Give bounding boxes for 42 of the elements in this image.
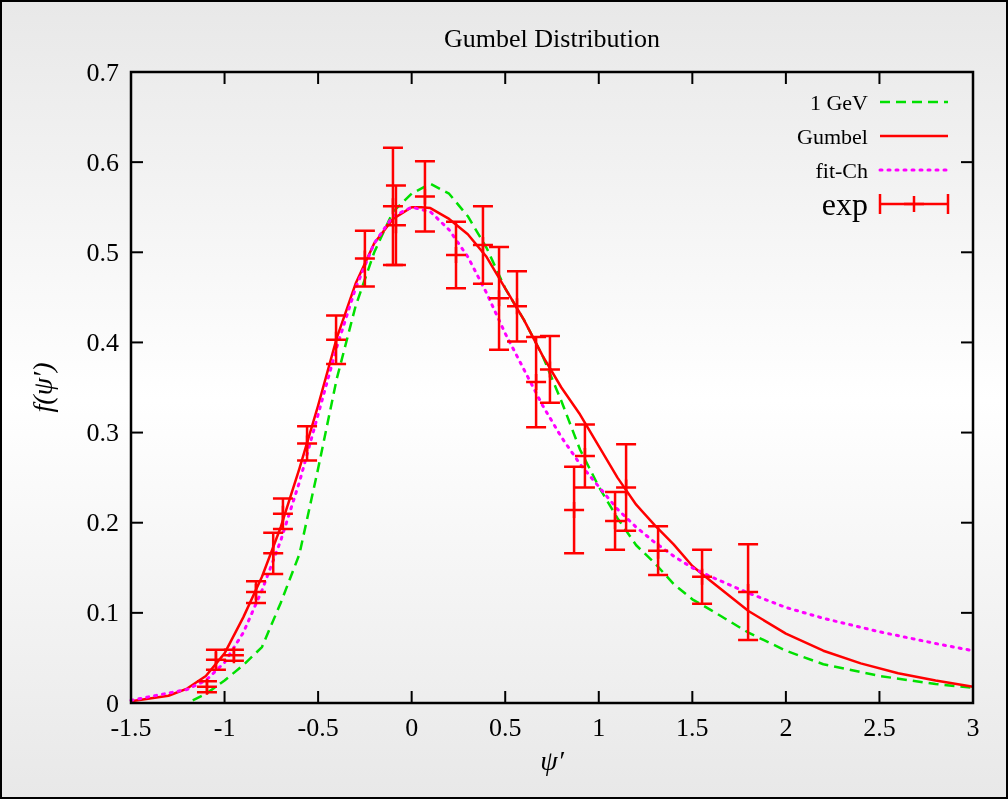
point — [505, 297, 529, 316]
x-tick-label: 2 — [779, 712, 793, 742]
point — [413, 187, 437, 206]
point — [524, 372, 548, 392]
point — [295, 434, 319, 453]
x-axis-title: ψ′ — [540, 744, 565, 776]
x-tick-label: 2.5 — [863, 712, 896, 742]
y-tick-label: 0.3 — [86, 418, 119, 448]
point — [562, 500, 586, 520]
point — [444, 245, 468, 265]
x-tick-label: 1 — [592, 712, 606, 742]
x-tick-label: 0.5 — [488, 712, 522, 742]
chart-title: Gumbel Distribution — [444, 23, 660, 53]
point — [381, 197, 405, 216]
point — [471, 235, 495, 255]
x-tick-label: 1.5 — [676, 712, 709, 742]
y-tick-label: 0.1 — [86, 598, 119, 628]
point — [736, 582, 760, 602]
point — [538, 360, 562, 379]
y-axis-title: f(ψ′) — [26, 362, 58, 413]
y-tick-label: 0.5 — [86, 237, 119, 267]
legend-label: fit-Ch — [815, 157, 868, 183]
legend-label: 1 GeV — [809, 89, 869, 115]
y-tick-label: 0.6 — [86, 147, 119, 177]
point — [487, 289, 511, 308]
point — [261, 544, 285, 563]
point — [324, 330, 348, 349]
x-tick-label: -0.5 — [297, 712, 339, 742]
y-tick-label: 0.2 — [86, 508, 119, 538]
x-tick-label: 3 — [966, 712, 980, 742]
y-tick-label: 0.4 — [86, 327, 119, 357]
point — [353, 249, 377, 268]
point — [384, 215, 408, 235]
legend-label: Gumbel — [797, 123, 868, 149]
legend-label: exp — [821, 186, 868, 222]
y-tick-label: 0.7 — [86, 57, 119, 87]
point — [690, 567, 714, 587]
x-tick-label: -1 — [213, 712, 236, 742]
point — [603, 511, 627, 531]
x-tick-label: 0 — [405, 712, 419, 742]
point — [646, 541, 670, 560]
point — [271, 504, 295, 523]
